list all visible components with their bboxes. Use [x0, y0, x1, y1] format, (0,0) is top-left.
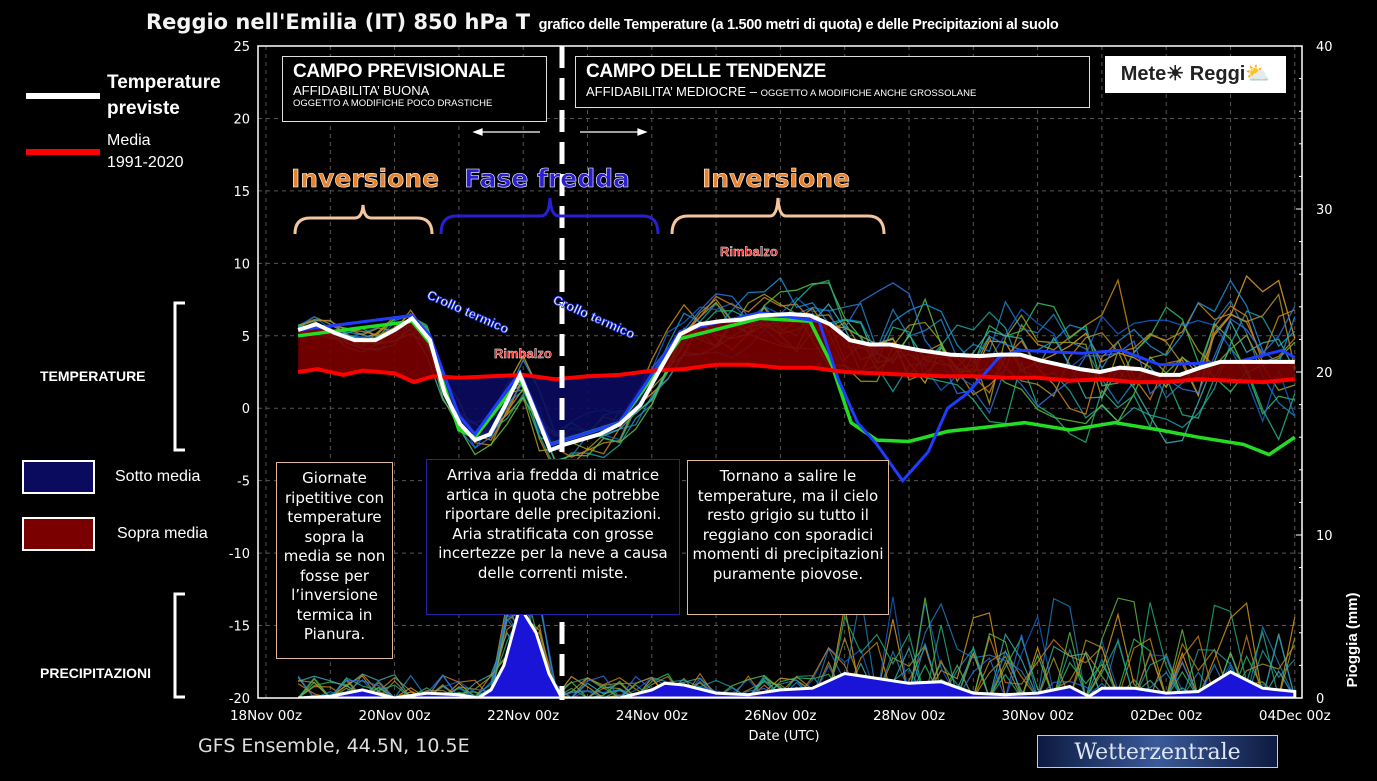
forecast-field-reliability: AFFIDABILITA’ BUONA	[293, 83, 430, 98]
title-sub: grafico delle Temperature (a 1.500 metri…	[538, 17, 1059, 33]
mean-line	[297, 362, 1295, 385]
y-tick-label: 0	[242, 402, 250, 417]
forecast-field-title: CAMPO PREVISIONALE	[293, 61, 506, 82]
x-tick-label: 04Dec 00z	[1259, 708, 1331, 724]
note-box-1: Giornate ripetitive con temperature sopr…	[276, 462, 393, 659]
forecast-legend-label: Temperature previste	[107, 70, 221, 122]
y2-tick-label: 20	[1316, 366, 1333, 381]
y-tick-label: 5	[242, 330, 250, 345]
note-box-2: Arriva aria fredda di matrice artica in …	[426, 459, 680, 615]
forecast-legend-line-1: Temperature	[107, 72, 221, 93]
trend-field-box: CAMPO DELLE TENDENZE AFFIDABILITA’ MEDIO…	[575, 56, 1090, 108]
ensemble-member-line	[298, 282, 1296, 463]
trend-field-reliability: AFFIDABILITA’ MEDIOCRE –	[586, 84, 761, 99]
brace-inversione-1	[293, 204, 434, 235]
brace-fase-fredda	[439, 197, 660, 235]
precip-section-label: PRECIPITAZIONI	[40, 665, 151, 681]
arrow-right-icon	[580, 128, 648, 136]
temperature-bracket	[173, 301, 185, 452]
annotation-rimbalzo-1: Rimbalzo	[494, 346, 552, 361]
below-mean-fill	[298, 364, 1295, 451]
arrow-left-icon	[472, 128, 540, 136]
y-tick-label: 10	[233, 257, 250, 272]
y-tick-label: 15	[233, 185, 250, 200]
trend-field-note: OGGETTO A MODIFICHE ANCHE GROSSOLANE	[760, 88, 977, 99]
mean-legend-line-1: Media	[107, 132, 151, 149]
y-tick-label: 20	[233, 112, 250, 127]
above-legend-swatch	[22, 517, 95, 551]
ensemble-member-precip	[297, 615, 1295, 698]
mean-legend-label: Media 1991-2020	[107, 130, 184, 174]
temperature-section-label: TEMPERATURE	[40, 368, 146, 384]
forecast-line	[297, 311, 1295, 453]
above-legend-label: Sopra media	[117, 525, 208, 542]
y-tick-label: -10	[229, 547, 250, 562]
y-tick-label: -15	[229, 620, 250, 635]
y2-tick-label: 30	[1316, 203, 1333, 218]
ensemble-member-precip	[298, 623, 1296, 698]
forecast-legend-line-2: previste	[107, 98, 180, 119]
title-main: Reggio nell'Emilia (IT) 850 hPa T	[146, 10, 531, 34]
chart-title: Reggio nell'Emilia (IT) 850 hPa T grafic…	[146, 10, 1059, 34]
mean-legend-line-2: 1991-2020	[107, 154, 184, 171]
annotation-fase-fredda: Fase fredda	[464, 164, 630, 193]
x-tick-label: 22Nov 00z	[487, 708, 559, 724]
control-blue-line	[297, 311, 1296, 484]
ensemble-member-precip	[297, 608, 1295, 698]
annotation-inversione-2: Inversione	[702, 164, 850, 193]
y2-axis-label: Pioggia (mm)	[1344, 592, 1361, 687]
y-tick-label: -20	[229, 692, 250, 707]
y2-tick-label: 0	[1316, 692, 1324, 707]
x-tick-label: 20Nov 00z	[359, 708, 431, 724]
x-axis-label: Date (UTC)	[748, 729, 819, 744]
x-tick-label: 26Nov 00z	[744, 708, 816, 724]
below-legend-swatch	[22, 460, 95, 494]
annotation-crollo-1: Crollo termico	[425, 287, 512, 337]
axes: 25 20 15 10 5 0 -5 -10 -15 -20 40 30 20 10 0 18Nov 00z 2…	[229, 40, 1333, 724]
annotation-inversione-1: Inversione	[291, 164, 439, 193]
x-tick-label: 24Nov 00z	[616, 708, 688, 724]
y2-tick-label: 10	[1316, 529, 1333, 544]
y2-tick-label: 40	[1316, 40, 1333, 55]
y-tick-label: -5	[237, 475, 250, 490]
below-legend-label: Sotto media	[115, 468, 201, 485]
x-tick-label: 18Nov 00z	[230, 708, 302, 724]
wetterzentrale-logo: Wetterzentrale	[1037, 735, 1278, 768]
note-box-3: Tornano a salire le temperature, ma il c…	[687, 460, 889, 615]
annotation-rimbalzo-2: Rimbalzo	[720, 244, 778, 259]
trend-field-title: CAMPO DELLE TENDENZE	[586, 61, 826, 82]
forecast-field-note: OGGETTO A MODIFICHE POCO DRASTICHE	[293, 98, 493, 109]
x-tick-label: 02Dec 00z	[1130, 708, 1202, 724]
y-tick-label: 25	[233, 40, 250, 55]
source-label: GFS Ensemble, 44.5N, 10.5E	[198, 735, 470, 757]
precip-bracket	[173, 592, 185, 699]
brace-inversione-2	[670, 197, 886, 235]
precip-mean-area	[298, 602, 1297, 698]
x-tick-label: 30Nov 00z	[1002, 708, 1074, 724]
meteo-reggio-logo: Mete☀ Reggi⛅	[1105, 56, 1286, 93]
x-tick-label: 28Nov 00z	[873, 708, 945, 724]
forecast-field-box: CAMPO PREVISIONALE AFFIDABILITA’ BUONA O…	[282, 56, 547, 122]
